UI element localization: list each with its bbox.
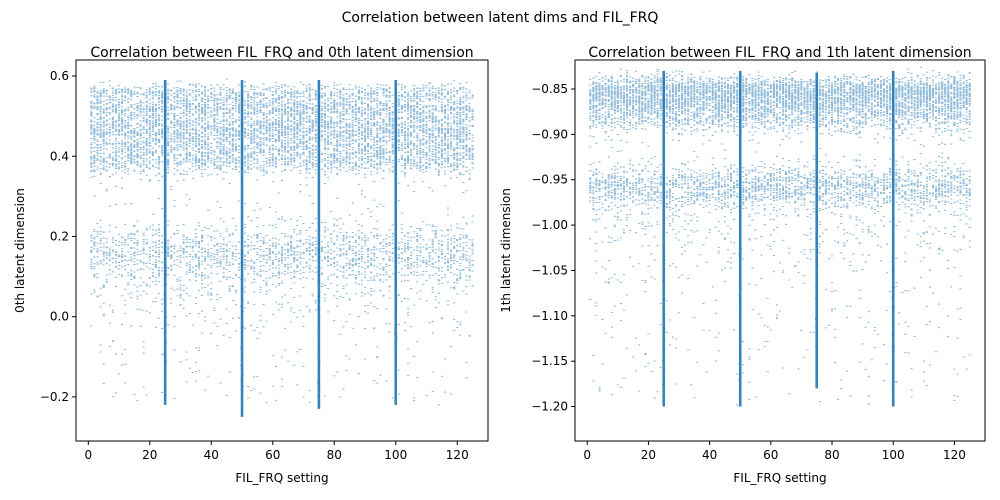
right-y-tick-label: −0.90 [531, 127, 568, 141]
right-y-tick-label: −0.85 [531, 82, 568, 96]
figure-suptitle: Correlation between latent dims and FIL_… [342, 10, 659, 26]
left-y-tick-label: 0.6 [50, 69, 69, 83]
left-y-axis-label: 0th latent dimension [13, 188, 27, 313]
right-y-ticks: −1.20 −1.15 −1.10 −1.05 −1.00 −0.95 −0.90 −0.85 [531, 82, 575, 414]
left-x-tick-label: 0 [84, 448, 92, 462]
right-x-tick-label: 60 [763, 448, 778, 462]
left-scatter-points [90, 78, 474, 417]
left-subplot: 0 20 40 60 80 100 120 −0.2 0.0 0.2 0.4 0.6 Correla… [13, 45, 489, 485]
right-y-tick-label: −1.15 [531, 354, 568, 368]
right-y-tick-label: −1.05 [531, 263, 568, 277]
right-x-tick-label: 20 [641, 448, 656, 462]
left-scatter-cloud [90, 78, 474, 406]
left-spike-tail-50 [240, 250, 244, 414]
left-spike-tail-25 [163, 242, 167, 396]
right-x-tick-label: 40 [702, 448, 717, 462]
right-y-tick-label: −1.00 [531, 218, 568, 232]
right-x-axis-label: FIL_FRQ setting [733, 471, 826, 485]
right-subplot-title: Correlation between FIL_FRQ and 1th late… [588, 45, 971, 61]
left-x-ticks: 0 20 40 60 80 100 120 [84, 441, 469, 462]
right-y-tick-label: −1.10 [531, 309, 568, 323]
right-axes-frame [574, 59, 986, 442]
right-subplot: 0 20 40 60 80 100 120 −1.20 −1.15 −1.10 −1.05 −1.0… [499, 45, 986, 485]
left-x-tick-label: 40 [204, 448, 219, 462]
left-y-ticks: −0.2 0.0 0.2 0.4 0.6 [40, 69, 76, 404]
left-y-tick-label: 0.4 [50, 149, 69, 163]
right-x-tick-label: 120 [943, 448, 966, 462]
left-axes-frame [75, 59, 489, 442]
left-y-tick-label: 0.2 [50, 229, 69, 243]
right-scatter-points [589, 66, 971, 407]
right-x-ticks: 0 20 40 60 80 100 120 [583, 441, 966, 462]
right-spike-tail-75 [814, 233, 819, 371]
left-x-axis-label: FIL_FRQ setting [235, 471, 328, 485]
right-spike-tail-100 [891, 239, 895, 389]
right-y-tick-label: −1.20 [531, 400, 568, 414]
right-x-tick-label: 80 [824, 448, 839, 462]
right-x-tick-label: 100 [882, 448, 905, 462]
right-y-axis-label: 1th latent dimension [499, 188, 513, 313]
right-y-tick-label: −0.95 [531, 173, 568, 187]
left-y-tick-label: −0.2 [40, 390, 69, 404]
left-spike-tail-100 [394, 244, 398, 391]
right-spike-tail-50 [738, 246, 742, 397]
left-y-tick-label: 0.0 [50, 310, 69, 324]
left-x-tick-label: 100 [384, 448, 407, 462]
right-x-tick-label: 0 [583, 448, 591, 462]
left-subplot-title: Correlation between FIL_FRQ and 0th late… [90, 45, 473, 61]
left-x-tick-label: 80 [327, 448, 342, 462]
left-spike-tail-75 [317, 248, 321, 408]
right-spike-tail-25 [661, 239, 666, 386]
left-x-tick-label: 120 [446, 448, 469, 462]
left-x-tick-label: 60 [265, 448, 280, 462]
left-x-tick-label: 20 [142, 448, 157, 462]
